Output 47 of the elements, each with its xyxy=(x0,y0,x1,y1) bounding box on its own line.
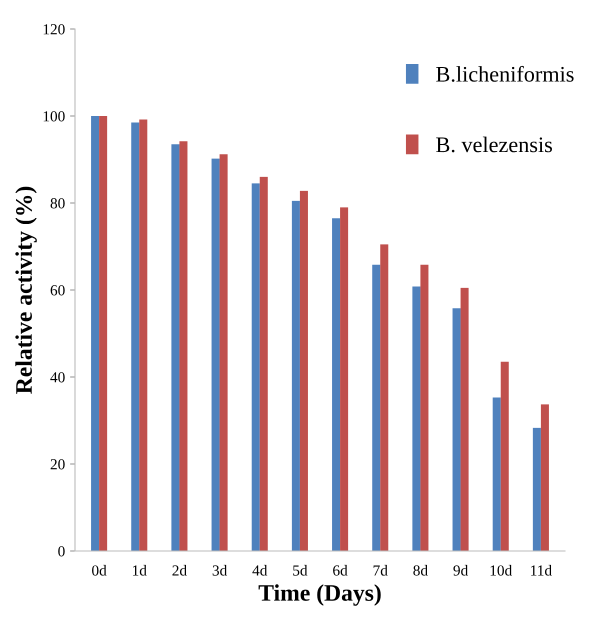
x-tick-label: 10d xyxy=(490,564,512,576)
x-axis-title: Time (Days) xyxy=(258,584,381,606)
y-tick-label: 20 xyxy=(50,459,65,470)
bar xyxy=(492,397,501,551)
x-tick-label: 9d xyxy=(453,564,468,576)
x-tick-label: 0d xyxy=(92,564,107,576)
y-tick-label: 80 xyxy=(50,198,65,208)
bar xyxy=(452,308,461,551)
bar xyxy=(260,176,268,551)
bar xyxy=(212,158,220,551)
bar xyxy=(220,154,228,551)
x-tick-label: 2d xyxy=(172,564,187,576)
bar xyxy=(131,122,140,551)
y-tick-label: 60 xyxy=(50,285,65,296)
bar xyxy=(532,428,541,551)
y-axis-title: Relative activity (%) xyxy=(15,186,37,394)
x-tick-label: 11d xyxy=(531,564,552,576)
y-tick-label: 40 xyxy=(50,372,65,382)
bar xyxy=(412,286,420,551)
bar xyxy=(300,190,308,551)
x-tick-label: 6d xyxy=(333,564,348,576)
bar xyxy=(540,404,549,551)
bar xyxy=(420,264,428,551)
bar xyxy=(252,183,260,551)
x-tick-label: 4d xyxy=(252,564,268,576)
bar xyxy=(380,244,388,551)
x-tick-label: 1d xyxy=(132,564,147,576)
bar xyxy=(460,288,469,551)
y-tick-label: 120 xyxy=(44,24,65,34)
bar xyxy=(91,116,100,551)
x-tick-label: 7d xyxy=(374,564,388,576)
x-tick-label: 8d xyxy=(413,564,428,576)
x-tick-label: 3d xyxy=(212,564,228,576)
legend-label: B. velezensis xyxy=(436,136,552,152)
bar xyxy=(500,362,509,551)
y-tick-label: 0 xyxy=(58,546,65,556)
bar xyxy=(171,144,180,551)
x-tick-label: 5d xyxy=(293,564,308,576)
bar xyxy=(292,200,300,551)
bar xyxy=(99,116,108,551)
bar xyxy=(179,141,188,551)
y-tick-label: 100 xyxy=(44,111,65,122)
bar xyxy=(372,264,380,551)
bar xyxy=(340,207,348,551)
legend-label: B.licheniformis xyxy=(436,66,574,82)
bar xyxy=(139,119,148,551)
bar xyxy=(332,218,340,551)
